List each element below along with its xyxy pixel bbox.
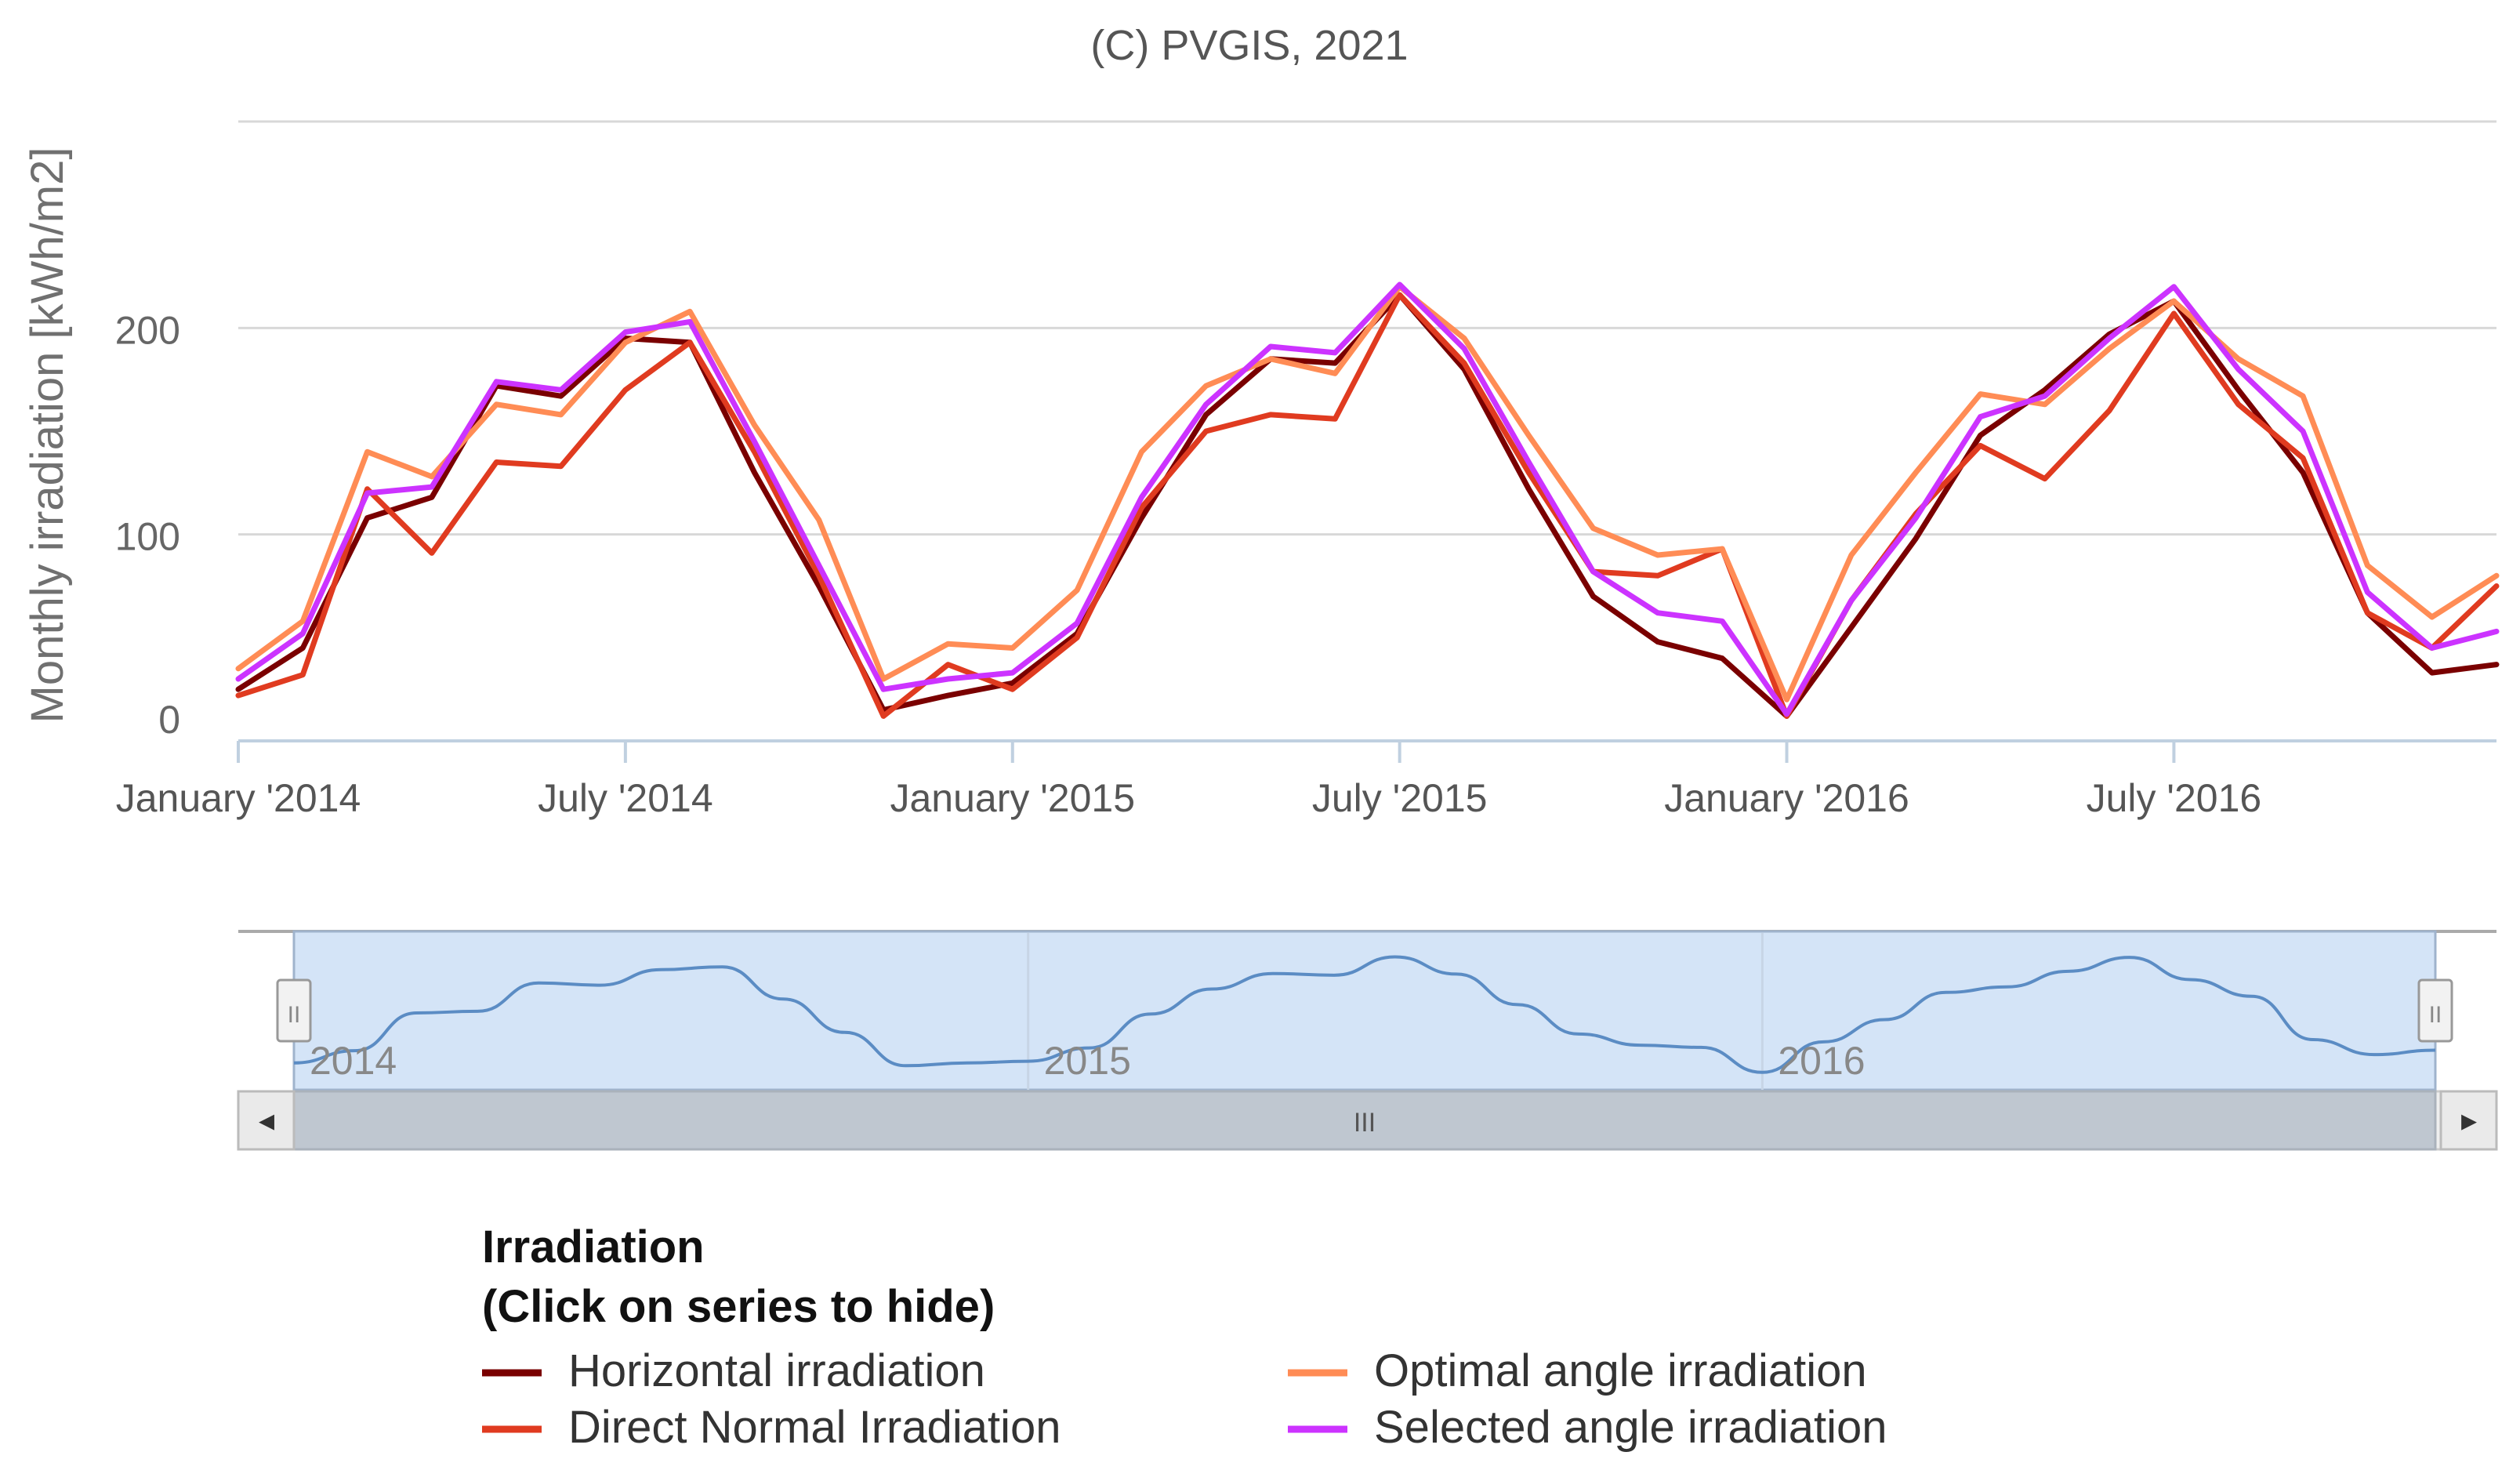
- series-line-direct-normal-irradiation[interactable]: [235, 292, 2500, 719]
- legend-items: Horizontal irradiation Direct Normal Irra…: [482, 1345, 1887, 1453]
- scrollbar-left-button[interactable]: [237, 1090, 296, 1151]
- y-tick-labels: 0 100 200: [115, 308, 180, 742]
- legend-item-optimal-angle-irradiation[interactable]: Optimal angle irradiation: [1288, 1345, 1867, 1396]
- x-tick-label: January '2015: [890, 776, 1135, 820]
- legend-title-line1: Irradiation: [482, 1221, 705, 1272]
- navigator[interactable]: 2014 2015 2016 II II III ◂ ▸: [237, 930, 2498, 1151]
- x-tick-label: January '2016: [1664, 776, 1909, 820]
- legend-label: Selected angle irradiation: [1374, 1402, 1887, 1453]
- legend-label: Horizontal irradiation: [568, 1345, 985, 1396]
- legend-item-horizontal-irradiation[interactable]: Horizontal irradiation: [482, 1345, 985, 1396]
- scrollbar-thumb[interactable]: [292, 1090, 2437, 1151]
- navigator-selection[interactable]: [292, 930, 2437, 1091]
- chart-title: (C) PVGIS, 2021: [1090, 22, 1408, 69]
- series-lines: [235, 281, 2500, 719]
- legend: Irradiation (Click on series to hide) Ho…: [482, 1221, 1887, 1453]
- scroll-right-arrow-icon: ▸: [2461, 1103, 2477, 1138]
- legend-label: Direct Normal Irradiation: [568, 1402, 1061, 1453]
- navigator-right-handle[interactable]: II: [2417, 978, 2453, 1043]
- x-axis: January '2014 July '2014 January '2015 July…: [116, 739, 2496, 820]
- navigator-year-label: 2016: [1778, 1039, 1865, 1083]
- y-tick-label: 100: [115, 515, 180, 559]
- legend-title-line2: (Click on series to hide): [482, 1281, 995, 1332]
- y-tick-label: 200: [115, 308, 180, 352]
- navigator-labels: 2014 2015 2016: [310, 1039, 1866, 1083]
- y-axis-label: Monthly irradiation [kWh/m2]: [22, 147, 73, 724]
- y-tick-label: 0: [158, 698, 180, 742]
- x-tick-label: July '2014: [538, 776, 713, 820]
- scrollbar-thumb-glyph: III: [1354, 1108, 1376, 1138]
- right-handle-glyph: II: [2429, 1002, 2442, 1028]
- navigator-grid: [1027, 933, 1764, 1090]
- scroll-left-arrow-icon: ◂: [259, 1103, 274, 1138]
- left-handle-glyph: II: [288, 1002, 301, 1028]
- navigator-year-label: 2014: [310, 1039, 397, 1083]
- series-line-selected-angle-irradiation[interactable]: [235, 281, 2500, 717]
- x-tick-label: July '2016: [2087, 776, 2262, 820]
- scrollbar-right-button[interactable]: [2439, 1090, 2498, 1151]
- legend-label: Optimal angle irradiation: [1374, 1345, 1867, 1396]
- navigator-year-label: 2015: [1044, 1039, 1131, 1083]
- x-tick-label: July '2015: [1312, 776, 1488, 820]
- navigator-series: [293, 955, 2436, 1074]
- series-line-optimal-angle-irradiation[interactable]: [235, 284, 2500, 702]
- x-tick-label: January '2014: [116, 776, 361, 820]
- legend-item-selected-angle-irradiation[interactable]: Selected angle irradiation: [1288, 1402, 1887, 1453]
- navigator-left-handle[interactable]: II: [276, 978, 312, 1043]
- scrollbar[interactable]: III ◂ ▸: [237, 1090, 2498, 1151]
- legend-item-direct-normal-irradiation[interactable]: Direct Normal Irradiation: [482, 1402, 1061, 1453]
